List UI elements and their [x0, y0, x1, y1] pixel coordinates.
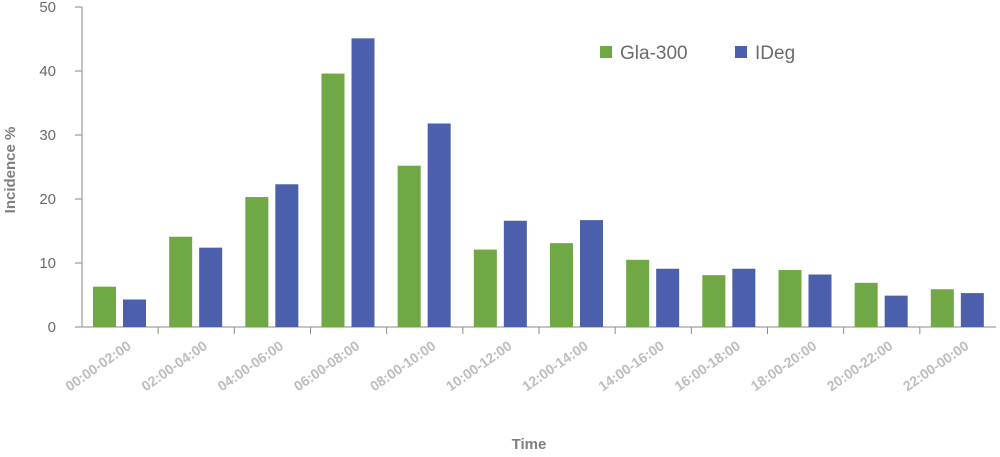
y-tick-label: 40: [39, 63, 56, 80]
bar-gla-300-6: [550, 243, 573, 327]
bar-ideg-5: [503, 220, 527, 327]
y-tick-label: 30: [39, 127, 56, 144]
x-tick-label: 08:00-10:00: [367, 337, 439, 394]
legend-label: Gla-300: [620, 43, 688, 64]
y-tick-label: 0: [48, 319, 56, 336]
x-tick-label: 22:00-00:00: [900, 337, 972, 394]
bar-ideg-11: [960, 293, 984, 327]
bar-gla-300-3: [321, 73, 345, 327]
bar-ideg-9: [808, 274, 832, 327]
bar-gla-300-0: [93, 286, 116, 327]
x-tick-label: 06:00-08:00: [291, 337, 363, 394]
x-tick-label: 02:00-04:00: [138, 337, 210, 394]
y-tick-label: 50: [39, 0, 56, 16]
bar-ideg-7: [656, 268, 680, 327]
y-axis: [75, 6, 83, 328]
x-tick-label: 20:00-22:00: [824, 337, 896, 394]
bar-gla-300-5: [473, 249, 497, 327]
y-tick-label: 20: [39, 191, 56, 208]
bar-gla-300-2: [245, 197, 269, 327]
x-tick-label: 00:00-02:00: [62, 337, 134, 394]
bars: [93, 38, 984, 328]
bar-ideg-6: [580, 220, 603, 327]
legend-swatch: [735, 46, 747, 58]
bar-ideg-3: [351, 38, 375, 328]
bar-ideg-10: [884, 295, 908, 327]
bar-ideg-1: [199, 247, 223, 327]
y-axis-title: Incidence %: [2, 127, 19, 214]
bar-gla-300-7: [626, 259, 650, 327]
bar-ideg-8: [732, 268, 756, 327]
bar-gla-300-11: [930, 289, 954, 327]
y-tick-label: 10: [39, 255, 56, 272]
bar-gla-300-9: [778, 270, 802, 327]
x-axis-title: Time: [512, 436, 547, 453]
bar-gla-300-1: [169, 236, 193, 327]
bar-gla-300-4: [397, 165, 421, 327]
legend-swatch: [600, 46, 612, 58]
legend: Gla-300 IDeg: [600, 43, 795, 64]
bar-ideg-4: [427, 123, 451, 327]
legend-label: IDeg: [755, 43, 795, 64]
x-axis: [82, 326, 996, 334]
bar-ideg-0: [123, 299, 146, 327]
x-tick-label: 10:00-12:00: [443, 337, 515, 394]
bar-ideg-2: [275, 184, 299, 327]
bar-gla-300-10: [854, 282, 878, 327]
x-tick-labels: 00:00-02:00 02:00-04:00 04:00-06:00 06:00-0…: [62, 337, 972, 394]
x-tick-label: 14:00-16:00: [595, 337, 667, 394]
bar-gla-300-8: [702, 275, 726, 327]
x-tick-label: 12:00-14:00: [519, 337, 591, 394]
x-tick-label: 18:00-20:00: [748, 337, 820, 394]
x-tick-label: 04:00-06:00: [214, 337, 286, 394]
y-tick-labels: 0 10 20 30 40 50: [39, 0, 56, 336]
x-tick-label: 16:00-18:00: [671, 337, 743, 394]
